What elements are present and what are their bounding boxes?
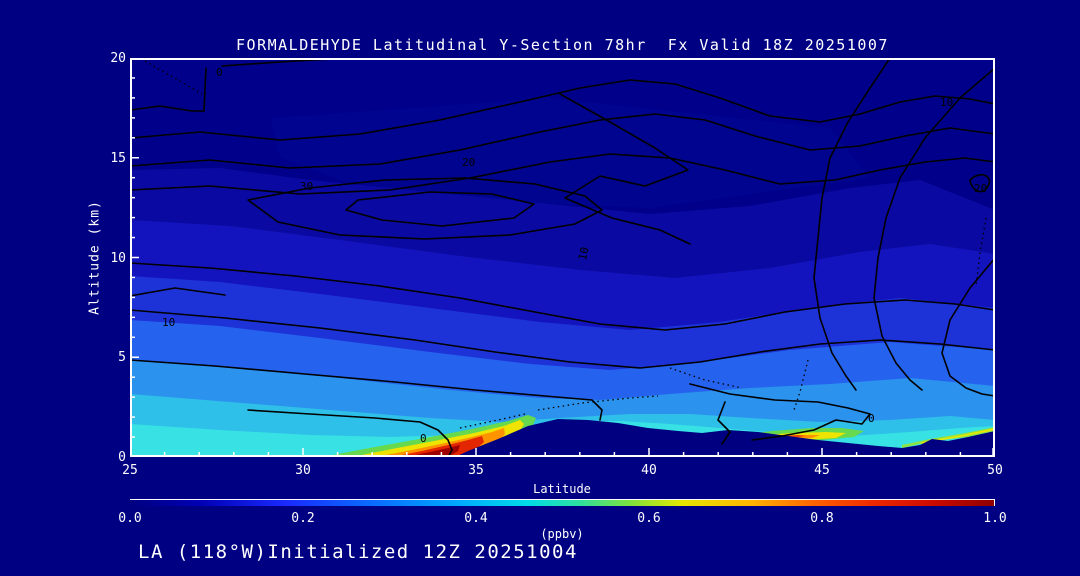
- y-tick-20: 20: [110, 51, 126, 66]
- contour-label-10-topright: 10: [940, 96, 953, 109]
- y-tick-15: 15: [110, 151, 126, 166]
- colorbar-gradient: [130, 499, 995, 506]
- contour-label-20-right: 20: [974, 182, 987, 195]
- x-tick-30: 30: [295, 463, 311, 478]
- x-tick-25: 25: [122, 463, 138, 478]
- x-tick-50: 50: [987, 463, 1003, 478]
- chart-title: FORMALDEHYDE Latitudinal Y-Section 78hr …: [236, 36, 889, 54]
- x-tick-40: 40: [641, 463, 657, 478]
- x-tick-35: 35: [468, 463, 484, 478]
- contour-labels: 0 10 20 30 20 10 10 0 0: [162, 66, 987, 445]
- y-tick-0: 0: [118, 450, 126, 465]
- contour-label-0-topleft: 0: [216, 66, 223, 79]
- y-tick-10: 10: [110, 251, 126, 266]
- cb-tick-0.4: 0.4: [464, 511, 488, 526]
- plot-area: 0 10 20 30 20 10 10 0 0: [129, 57, 996, 458]
- axis-ticks: [129, 57, 994, 457]
- cb-tick-0.6: 0.6: [637, 511, 661, 526]
- cb-tick-0.0: 0.0: [118, 511, 142, 526]
- contour-label-30: 30: [300, 180, 313, 193]
- cb-tick-0.8: 0.8: [810, 511, 834, 526]
- fill-bands: [130, 168, 995, 457]
- x-axis-label: Latitude: [533, 482, 591, 496]
- x-tick-45: 45: [814, 463, 830, 478]
- footer-init-label: LA (118°W)Initialized 12Z 20251004: [138, 541, 578, 563]
- contour-lines-dotted: [144, 60, 987, 429]
- contour-label-10-vertical: 10: [576, 246, 591, 262]
- y-axis-label: Altitude (km): [87, 200, 103, 315]
- contour-plot-svg: 0 10 20 30 20 10 10 0 0: [129, 57, 996, 458]
- contour-lines: [129, 57, 996, 458]
- y-tick-5: 5: [118, 350, 126, 365]
- cb-tick-1.0: 1.0: [983, 511, 1007, 526]
- contour-label-0-botright: 0: [868, 412, 875, 425]
- terrain-mask: [455, 419, 995, 457]
- contour-label-0-botleft: 0: [420, 432, 427, 445]
- colorbar-unit: (ppbv): [540, 527, 584, 541]
- contour-label-20-mid: 20: [462, 156, 475, 169]
- contour-label-10-left: 10: [162, 316, 175, 329]
- cb-tick-0.2: 0.2: [291, 511, 315, 526]
